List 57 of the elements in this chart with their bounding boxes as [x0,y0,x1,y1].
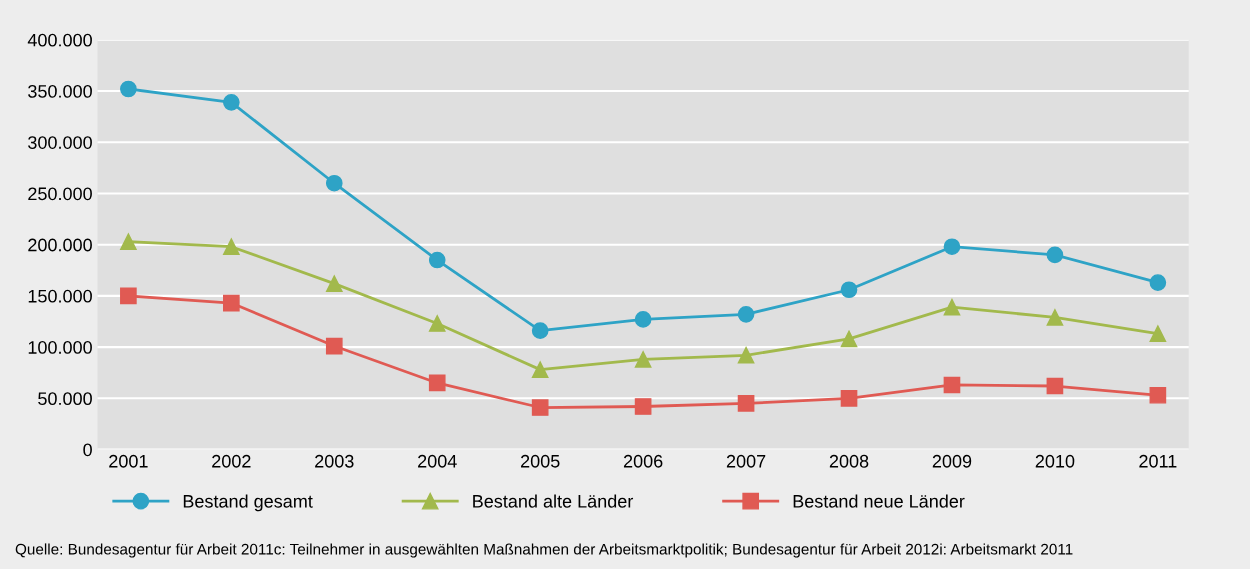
y-tick-label: 250.000 [28,187,92,201]
point [840,330,858,348]
point [737,395,755,412]
x-tick-label: 2006 [623,454,663,468]
legend-label: Bestand gesamt [183,494,313,512]
point [325,174,343,192]
y-tick-label: 50.000 [38,392,92,406]
source-note: Quelle: Bundesagentur für Arbeit 2011c: Teilnehmer in ausgewählten Maßnahmen der Arbeitsmarktpolitik; Bundesagentur für Arbeit 2012i: Arbeitsmarkt 2011 [15,543,1073,558]
x-tick-label: 2002 [212,454,251,468]
point [1149,325,1167,343]
point [428,374,446,392]
point [840,389,858,407]
point [1046,246,1064,264]
point [325,337,343,355]
point [222,238,240,256]
point [943,376,961,394]
x-tick-label: 2004 [418,454,457,468]
point [120,233,137,250]
x-tick-label: 2007 [726,454,766,468]
y-tick-label: 300.000 [28,136,92,149]
point [1149,386,1167,404]
point [428,315,446,332]
point [222,93,240,111]
point [1046,377,1064,395]
legend-label: Bestand alte Länder [473,494,634,508]
y-tick-label: 0 [83,443,92,457]
point [1149,274,1167,291]
point [634,311,652,328]
point [531,399,549,416]
point [531,361,549,378]
point [634,398,652,415]
y-tick-label: 100.000 [28,341,92,354]
x-tick-label: 2011 [1139,454,1177,468]
point [943,298,961,316]
point [943,238,961,256]
y-tick-label: 150.000 [28,289,92,303]
point [222,294,240,312]
point [120,80,137,98]
legend-label: Bestand neue Länder [793,494,965,508]
y-tick-label: 200.000 [28,238,92,252]
point [737,305,755,323]
point [840,281,858,299]
point [120,287,137,305]
point [634,351,652,368]
x-tick-label: 2005 [521,454,560,468]
y-tick-label: 400.000 [27,33,92,47]
point [1046,309,1064,326]
x-tick-label: 2008 [829,454,869,468]
x-tick-label: 2001 [109,454,148,468]
x-tick-label: 2010 [1035,454,1075,468]
x-tick-label: 2009 [932,454,972,468]
point [325,275,343,292]
x-tick-label: 2003 [315,454,354,468]
y-tick-label: 350.000 [28,84,92,98]
point [737,346,755,364]
point [428,251,446,269]
point [531,322,549,340]
